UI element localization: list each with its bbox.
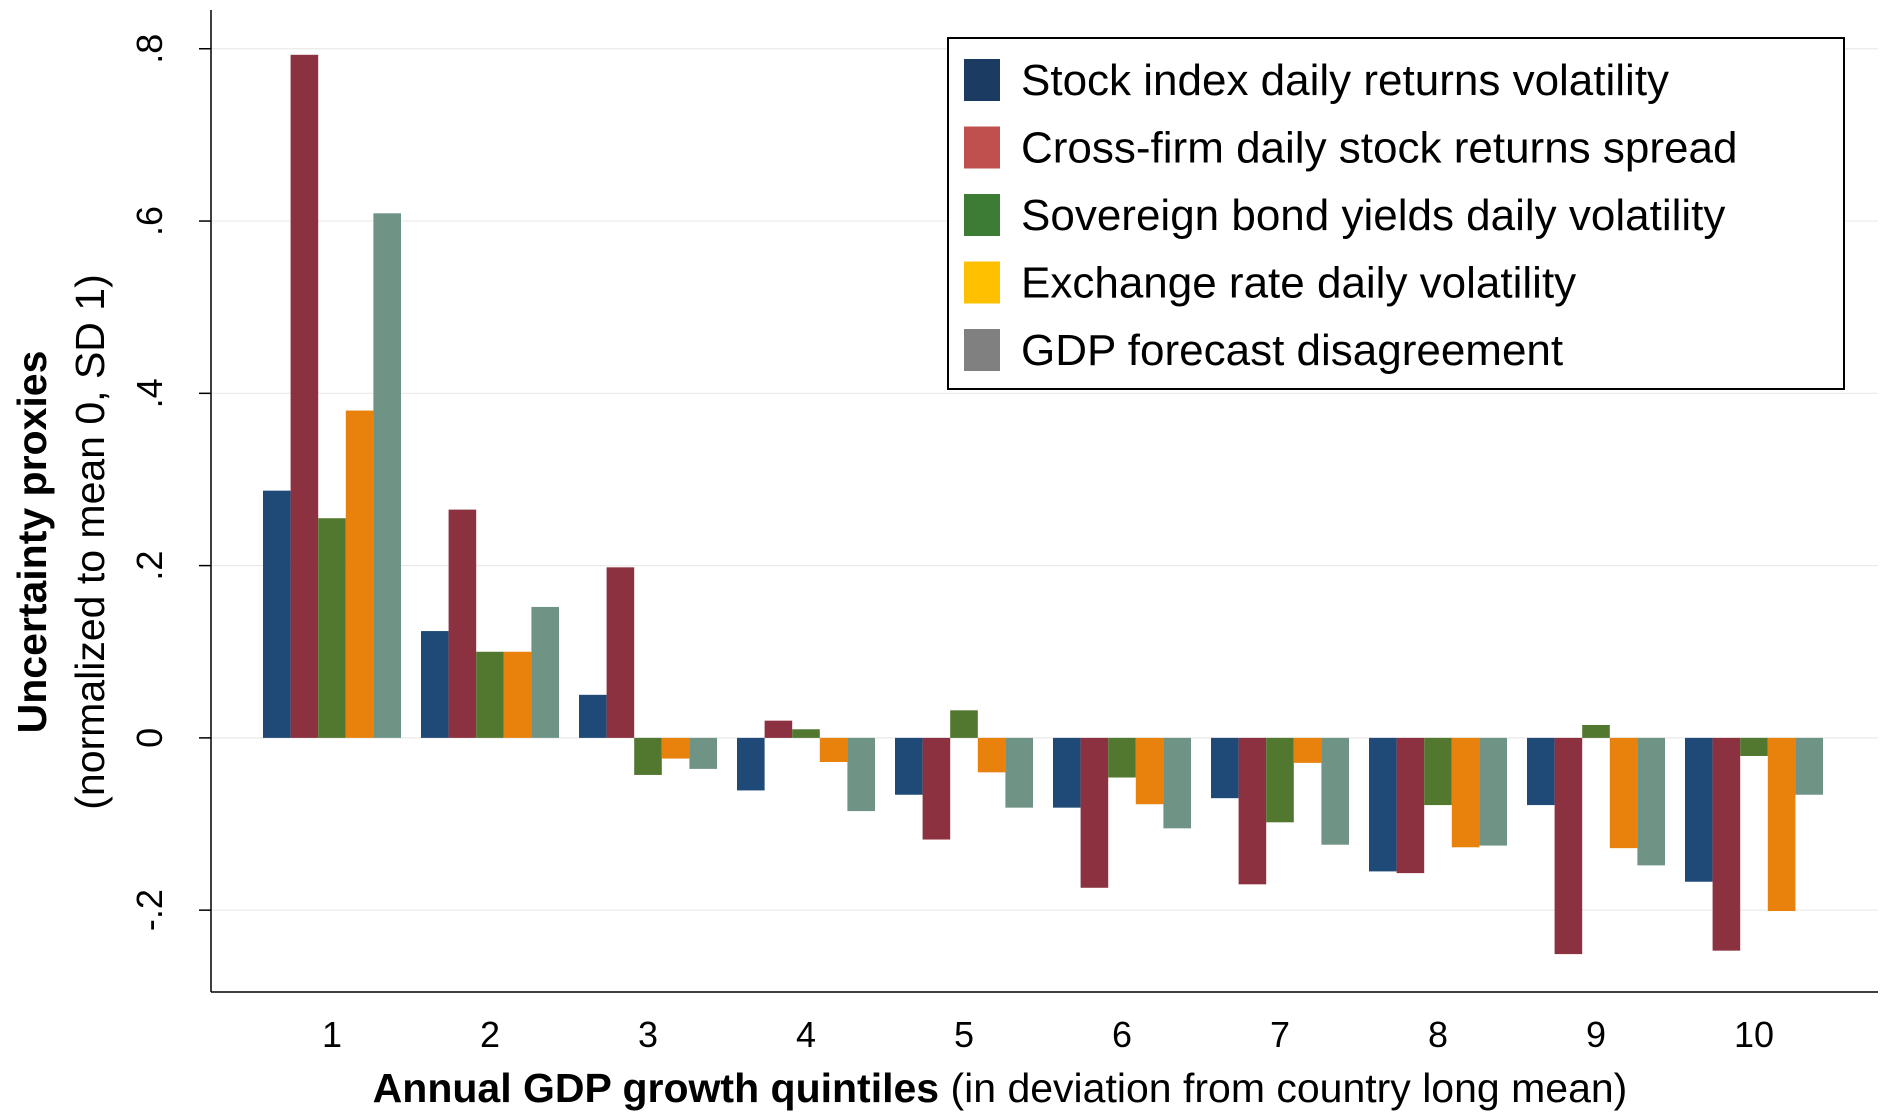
x-tick-label: 4 [796, 1014, 816, 1055]
bar [1369, 737, 1397, 872]
legend-swatch [964, 261, 1000, 304]
legend-label: GDP forecast disagreement [1021, 326, 1563, 375]
x-axis-title: Annual GDP growth quintiles (in deviatio… [373, 1065, 1628, 1111]
legend-label: Cross-firm daily stock returns spread [1021, 124, 1737, 173]
legend-swatch [964, 126, 1000, 169]
bar [847, 737, 875, 812]
bar [1554, 737, 1583, 955]
x-tick-label: 6 [1112, 1014, 1132, 1055]
x-tick-label: 7 [1270, 1014, 1290, 1055]
bar [448, 509, 477, 738]
bar [373, 213, 401, 738]
x-tick-label: 2 [480, 1014, 500, 1055]
bar [950, 710, 978, 738]
legend-swatch [964, 329, 1000, 371]
bar [1211, 737, 1239, 799]
bar [1609, 737, 1638, 849]
bar [263, 490, 291, 738]
x-axis-title-main: Annual GDP growth quintiles [373, 1065, 939, 1111]
bar [1396, 737, 1425, 874]
bar [579, 694, 607, 738]
bar [1005, 737, 1033, 808]
bar [1637, 737, 1665, 866]
bar [1135, 737, 1164, 805]
x-axis-title-note: (in deviation from country long mean) [951, 1065, 1628, 1111]
bar [922, 737, 951, 840]
bar [737, 737, 765, 791]
bar [1163, 737, 1191, 829]
legend-label: Exchange rate daily volatility [1021, 259, 1576, 308]
bar [1685, 737, 1713, 882]
bar [1712, 737, 1741, 951]
legend-box [947, 37, 1845, 390]
x-tick-label: 1 [322, 1014, 342, 1055]
bar [1582, 724, 1610, 738]
y-axis-title-note: (normalized to mean 0, SD 1) [67, 274, 113, 810]
legend-swatch [964, 194, 1000, 236]
x-tick-label: 5 [954, 1014, 974, 1055]
bar [634, 737, 662, 775]
y-tick-label: .4 [129, 378, 170, 408]
bar [421, 631, 449, 738]
bar [531, 606, 559, 738]
bar [661, 737, 690, 759]
bar [1053, 737, 1081, 808]
bar [1795, 737, 1823, 795]
x-tick-label: 10 [1734, 1014, 1774, 1055]
y-tick-label: -.2 [129, 889, 170, 931]
bar [792, 729, 820, 738]
bar [1108, 737, 1136, 778]
bar [977, 737, 1006, 773]
bar [345, 410, 374, 738]
bar [1238, 737, 1267, 885]
x-tick-label: 3 [638, 1014, 658, 1055]
y-tick-label: 0 [129, 728, 170, 748]
y-tick-label: .8 [129, 34, 170, 64]
bar [290, 54, 319, 738]
legend-swatch [964, 59, 1000, 101]
y-axis-title-main: Uncertainty proxies [9, 351, 55, 734]
y-tick-label: .2 [129, 551, 170, 581]
bar [689, 737, 717, 769]
bar [606, 567, 635, 738]
bar [1424, 737, 1452, 806]
bar [476, 651, 504, 738]
bar [819, 737, 848, 763]
bar [1266, 737, 1294, 823]
bar [764, 720, 793, 738]
legend-label: Stock index daily returns volatility [1021, 56, 1669, 105]
y-tick-label: .6 [129, 206, 170, 236]
bar [318, 518, 346, 738]
bar [895, 737, 923, 795]
x-tick-label: 8 [1428, 1014, 1448, 1055]
bar [1451, 737, 1480, 848]
bar [1321, 737, 1349, 845]
bar [503, 651, 532, 738]
bar [1080, 737, 1109, 888]
x-tick-label: 9 [1586, 1014, 1606, 1055]
bar [1767, 737, 1796, 912]
bar [1293, 737, 1322, 763]
bar [1479, 737, 1507, 846]
bar [1527, 737, 1555, 806]
bar [1740, 737, 1768, 756]
legend-label: Sovereign bond yields daily volatility [1021, 191, 1725, 240]
